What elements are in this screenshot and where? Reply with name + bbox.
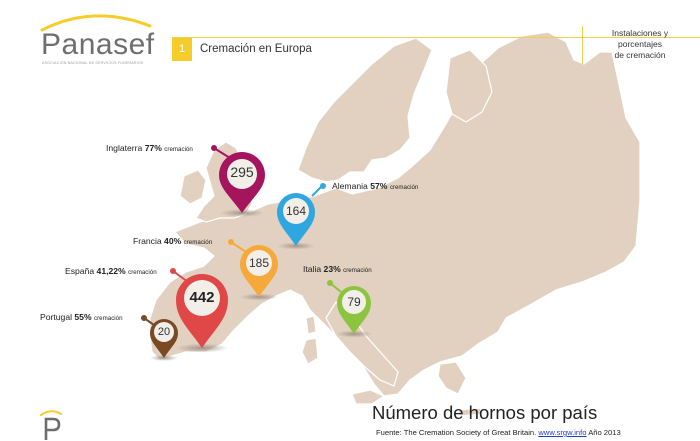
section-title: Cremación en Europa (200, 43, 312, 55)
ovens-count-inglaterra: 295 (230, 164, 254, 180)
pin-espana[interactable] (170, 268, 228, 353)
header-line-left (172, 37, 582, 38)
panasef-logo: Panasef ASOCIACIÓN NACIONAL DE SERVICIOS… (38, 10, 158, 66)
source-link[interactable]: www.srgw.info (538, 428, 587, 437)
logo-subtitle: ASOCIACIÓN NACIONAL DE SERVICIOS FUNERAR… (42, 61, 144, 65)
ovens-count-portugal: 20 (157, 326, 171, 338)
label-francia: Francia 40% cremación (133, 236, 213, 246)
map-title: Número de hornos por país (372, 402, 598, 423)
ovens-count-francia: 185 (248, 256, 270, 270)
label-italia: Italia 23% cremación (303, 264, 372, 274)
logo-wordmark: Panasef (41, 28, 155, 61)
panasef-small-logo-icon (40, 410, 62, 440)
label-alemania: Alemania 57% cremación (332, 181, 419, 191)
header-description: Instalaciones y porcentajes de cremación (611, 28, 669, 60)
label-inglaterra: Inglaterra 77% cremación (106, 143, 193, 153)
header-line-right (582, 37, 700, 38)
pin-inglaterra[interactable] (211, 145, 265, 217)
ovens-count-italia: 79 (347, 295, 361, 309)
ovens-count-espana: 442 (189, 289, 215, 306)
pin-italia[interactable] (327, 280, 372, 338)
header-divider (582, 26, 583, 64)
ovens-count-alemania: 164 (285, 204, 307, 218)
label-espana: España 41,22% cremación (65, 266, 157, 276)
source-note: Fuente: The Cremation Society of Great B… (376, 428, 621, 437)
pin-alemania[interactable] (277, 183, 326, 250)
pin-portugal[interactable] (141, 315, 178, 361)
pin-francia[interactable] (228, 239, 278, 301)
section-number-badge: 1 (172, 38, 192, 61)
label-portugal: Portugal 55% cremación (40, 312, 123, 322)
